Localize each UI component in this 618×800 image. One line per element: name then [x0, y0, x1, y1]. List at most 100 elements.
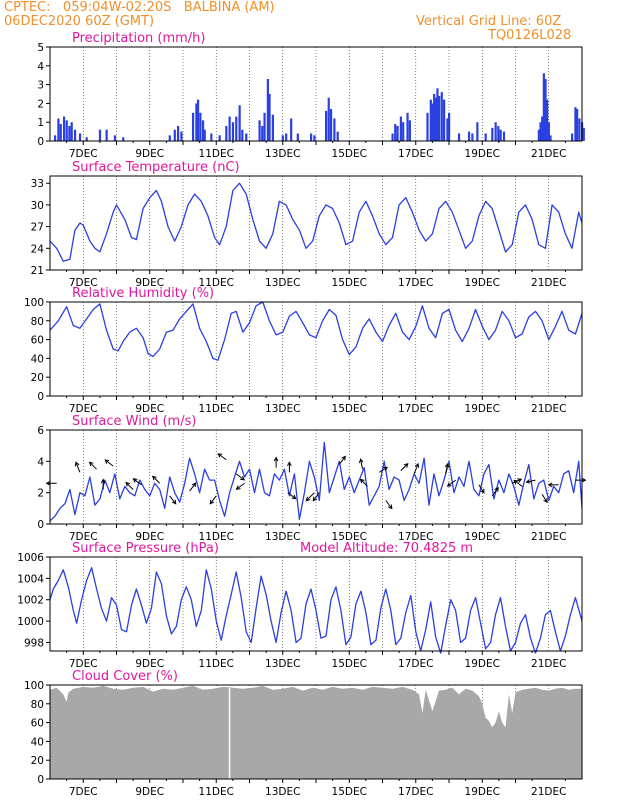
wind-date-label: 17DEC	[398, 531, 433, 543]
precipitation-title: Precipitation (mm/h)	[72, 31, 205, 46]
wind-arrow-head	[240, 475, 246, 481]
humidity-ytick-label: 0	[37, 391, 44, 403]
precip-bar	[245, 133, 248, 141]
wind-arrow	[189, 482, 197, 492]
wind-arrow-head	[358, 458, 364, 464]
precip-bar	[62, 116, 66, 141]
precip-bar	[268, 94, 271, 141]
pressure-date-label: 11DEC	[199, 658, 234, 670]
wind-arrow-head	[209, 499, 215, 505]
wind-arrow-head	[403, 462, 409, 468]
precip-bar	[443, 99, 446, 141]
cloud-date-label: 19DEC	[465, 786, 500, 798]
wind-arrow-head	[387, 504, 393, 510]
precip-bar	[408, 120, 411, 141]
humidity-date-label: 21DEC	[531, 403, 566, 415]
wind-arrow	[541, 493, 548, 503]
wind-arrow	[152, 475, 161, 484]
precip-bar	[576, 109, 579, 141]
cloud-date-label: 9DEC	[135, 786, 164, 798]
wind-arrow-head	[525, 479, 531, 484]
precip-bar	[218, 135, 221, 141]
precip-bar	[196, 99, 200, 141]
precip-bar	[396, 125, 399, 141]
wind-arrow	[169, 495, 177, 505]
precip-bar	[391, 133, 394, 141]
precip-bar	[440, 92, 443, 141]
humidity-date-label: 17DEC	[398, 403, 433, 415]
wind-arrow-head	[581, 477, 587, 483]
wind-arrow-head	[273, 456, 279, 462]
pressure-date-label: 13DEC	[265, 658, 300, 670]
precipitation-date-label: 7DEC	[69, 148, 98, 160]
precip-bar	[542, 73, 545, 141]
precip-bar	[199, 112, 202, 141]
precipitation-ytick-label: 2	[37, 98, 44, 110]
cloud-date-label: 15DEC	[332, 786, 367, 798]
precip-bar	[258, 120, 261, 141]
precip-bar	[225, 125, 228, 141]
cloud-ytick-label: 80	[31, 699, 44, 711]
cloud-ytick-label: 20	[31, 755, 44, 767]
precip-bar	[65, 120, 68, 141]
precip-bar	[57, 118, 60, 141]
pressure-date-label: 15DEC	[332, 658, 367, 670]
cloud-date-label: 17DEC	[398, 786, 433, 798]
wind-arrow-head	[547, 482, 553, 488]
precip-bar	[241, 129, 244, 141]
wind-arrow	[312, 492, 320, 501]
wind-arrow-head	[125, 481, 131, 487]
wind-date-label: 15DEC	[332, 531, 367, 543]
precip-bar	[191, 112, 195, 141]
precip-bar	[173, 129, 176, 141]
precip-bar	[499, 129, 502, 141]
wind-arrow	[287, 492, 297, 500]
precipitation-ytick-label: 3	[37, 80, 44, 92]
model-code: TQ0126L028	[488, 28, 572, 43]
precip-bar	[98, 129, 102, 141]
cloud-date-label: 13DEC	[265, 786, 300, 798]
wind-arrow-head	[171, 499, 177, 505]
run-date: 06DEC2020 60Z (GMT)	[4, 14, 155, 29]
wind-arrow	[360, 459, 364, 470]
precip-bar	[122, 137, 125, 141]
wind-arrow	[235, 473, 245, 481]
grid-line-note: Vertical Grid Line: 60Z	[416, 14, 562, 29]
wind-date-label: 19DEC	[465, 531, 500, 543]
precip-bar	[195, 103, 198, 141]
wind-arrow-head	[480, 488, 485, 494]
wind-arrow	[209, 495, 217, 505]
precipitation-date-label: 9DEC	[135, 148, 164, 160]
pressure-ytick-label: 1002	[17, 595, 44, 607]
precip-bar	[546, 99, 549, 141]
precip-bar	[168, 135, 171, 141]
cloud-frame	[49, 684, 583, 780]
precipitation-date-label: 21DEC	[531, 148, 566, 160]
precip-bar	[238, 105, 241, 141]
precip-bar	[467, 131, 471, 141]
precip-bar	[70, 122, 73, 141]
temperature-ytick-label: 21	[31, 265, 44, 277]
precipitation-date-label: 13DEC	[265, 148, 300, 160]
cloud-ytick-label: 60	[31, 718, 44, 730]
humidity-title: Relative Humidity (%)	[72, 286, 214, 301]
precip-bar	[399, 116, 402, 141]
precip-bar	[549, 135, 552, 141]
cloud-ytick-label: 0	[37, 774, 44, 786]
wind-ytick-label: 0	[37, 519, 44, 531]
precip-bar	[394, 124, 397, 141]
pressure-date-label: 19DEC	[465, 658, 500, 670]
precip-bar	[266, 78, 269, 141]
wind-arrow-head	[494, 486, 499, 492]
humidity-ytick-label: 80	[31, 316, 44, 328]
precipitation-ytick-label: 5	[37, 42, 44, 54]
wind-date-label: 21DEC	[531, 531, 566, 543]
wind-arrow	[478, 484, 485, 494]
precip-bar	[78, 133, 82, 141]
temperature-ytick-label: 30	[31, 200, 44, 212]
precipitation-date-label: 11DEC	[199, 148, 234, 160]
wind-arrow-head	[191, 482, 197, 488]
precip-bar	[574, 107, 577, 141]
wind-arrow-head	[305, 496, 311, 502]
wind-arrow-head	[291, 494, 297, 500]
